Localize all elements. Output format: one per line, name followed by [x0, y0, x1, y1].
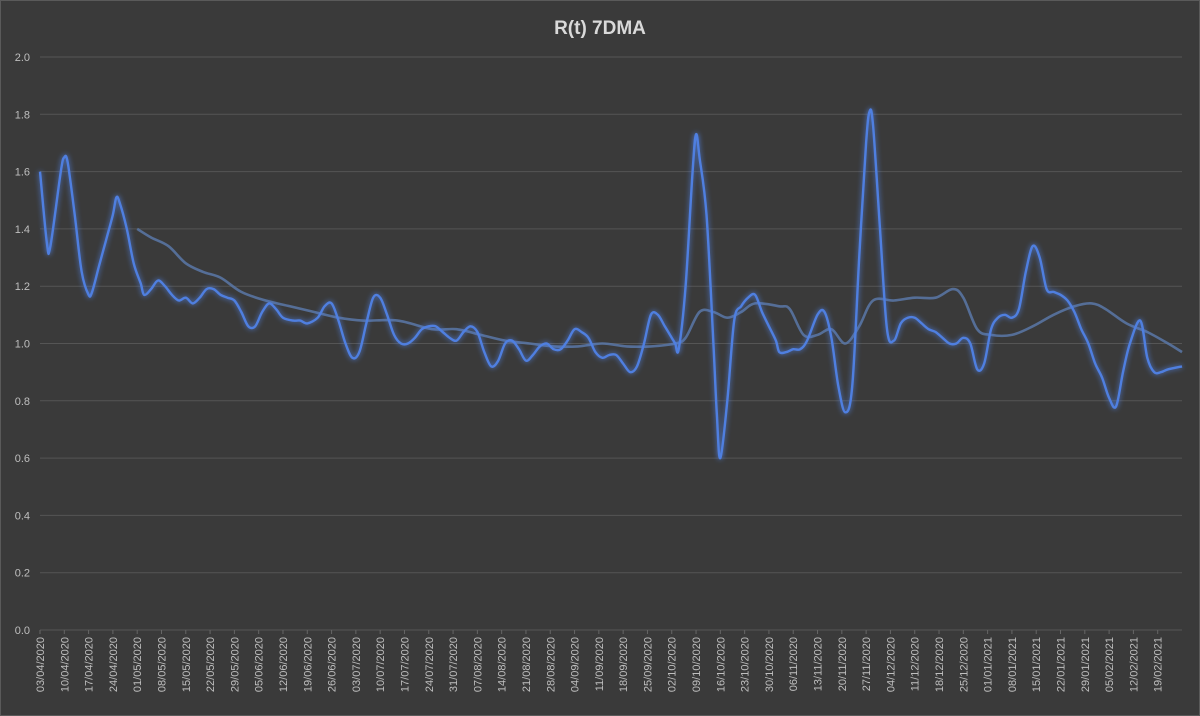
- x-tick-label: 06/11/2020: [788, 637, 800, 691]
- x-tick-label: 27/11/2020: [861, 637, 873, 691]
- x-tick-label: 03/04/2020: [35, 637, 47, 692]
- x-tick-label: 24/07/2020: [424, 637, 436, 692]
- x-tick-label: 20/11/2020: [837, 637, 849, 691]
- x-tick-label: 17/04/2020: [84, 637, 96, 692]
- chart-title: R(t) 7DMA: [554, 18, 646, 39]
- x-tick-label: 22/01/2021: [1056, 637, 1068, 692]
- y-tick-label: 1.0: [15, 339, 30, 351]
- x-tick-label: 03/07/2020: [351, 637, 363, 692]
- x-tick-label: 24/04/2020: [108, 637, 120, 692]
- y-tick-label: 0.2: [15, 568, 30, 580]
- x-tick-label: 14/08/2020: [497, 637, 509, 692]
- series-line-2: [136, 227, 1183, 354]
- x-tick-label: 11/09/2020: [594, 637, 606, 691]
- x-tick-label: 22/05/2020: [205, 637, 217, 692]
- x-tick-label: 05/06/2020: [254, 637, 266, 692]
- x-tick-label: 08/05/2020: [156, 637, 168, 692]
- x-tick-label: 19/02/2021: [1153, 637, 1165, 692]
- x-tick-label: 21/08/2020: [521, 637, 533, 692]
- series-line-1: [38, 108, 1183, 460]
- x-tick-label: 13/11/2020: [813, 637, 825, 691]
- y-tick-label: 0.6: [15, 453, 30, 465]
- x-tick-label: 01/05/2020: [132, 637, 144, 692]
- x-tick-label: 19/06/2020: [302, 637, 314, 692]
- x-tick-label: 29/05/2020: [229, 637, 241, 692]
- x-tick-label: 02/10/2020: [667, 637, 679, 692]
- x-tick-label: 29/01/2021: [1080, 637, 1092, 692]
- y-tick-label: 0.0: [15, 625, 30, 637]
- y-tick-label: 1.2: [15, 281, 30, 293]
- x-tick-label: 08/01/2021: [1007, 637, 1019, 692]
- x-tick-label: 28/08/2020: [545, 637, 557, 692]
- x-tick-label: 18/12/2020: [934, 637, 946, 692]
- x-tick-label: 26/06/2020: [327, 637, 339, 692]
- x-tick-label: 15/05/2020: [181, 637, 193, 692]
- x-tick-label: 15/01/2021: [1031, 637, 1043, 692]
- x-tick-label: 04/12/2020: [885, 637, 897, 692]
- x-tick-label: 25/09/2020: [642, 637, 654, 692]
- y-tick-label: 1.6: [15, 167, 30, 179]
- x-tick-label: 10/07/2020: [375, 637, 387, 692]
- x-tick-label: 04/09/2020: [570, 637, 582, 692]
- x-tick-label: 05/02/2021: [1104, 637, 1116, 692]
- x-tick-label: 10/04/2020: [59, 637, 71, 692]
- x-tick-label: 30/10/2020: [764, 637, 776, 692]
- y-tick-label: 0.8: [15, 396, 30, 408]
- x-tick-label: 23/10/2020: [740, 637, 752, 692]
- x-tick-label: 12/02/2021: [1128, 637, 1140, 692]
- y-tick-label: 2.0: [15, 52, 30, 64]
- y-tick-label: 1.8: [15, 109, 30, 121]
- x-tick-label: 01/01/2021: [983, 637, 995, 692]
- x-tick-label: 18/09/2020: [618, 637, 630, 692]
- x-tick-label: 12/06/2020: [278, 637, 290, 692]
- x-tick-label: 09/10/2020: [691, 637, 703, 692]
- x-tick-label: 11/12/2020: [910, 637, 922, 691]
- x-tick-label: 07/08/2020: [472, 637, 484, 692]
- x-tick-label: 16/10/2020: [715, 637, 727, 692]
- y-tick-label: 0.4: [15, 510, 30, 522]
- x-tick-label: 25/12/2020: [958, 637, 970, 692]
- x-tick-label: 31/07/2020: [448, 637, 460, 692]
- x-tick-label: 17/07/2020: [399, 637, 411, 692]
- y-tick-label: 1.4: [15, 224, 30, 236]
